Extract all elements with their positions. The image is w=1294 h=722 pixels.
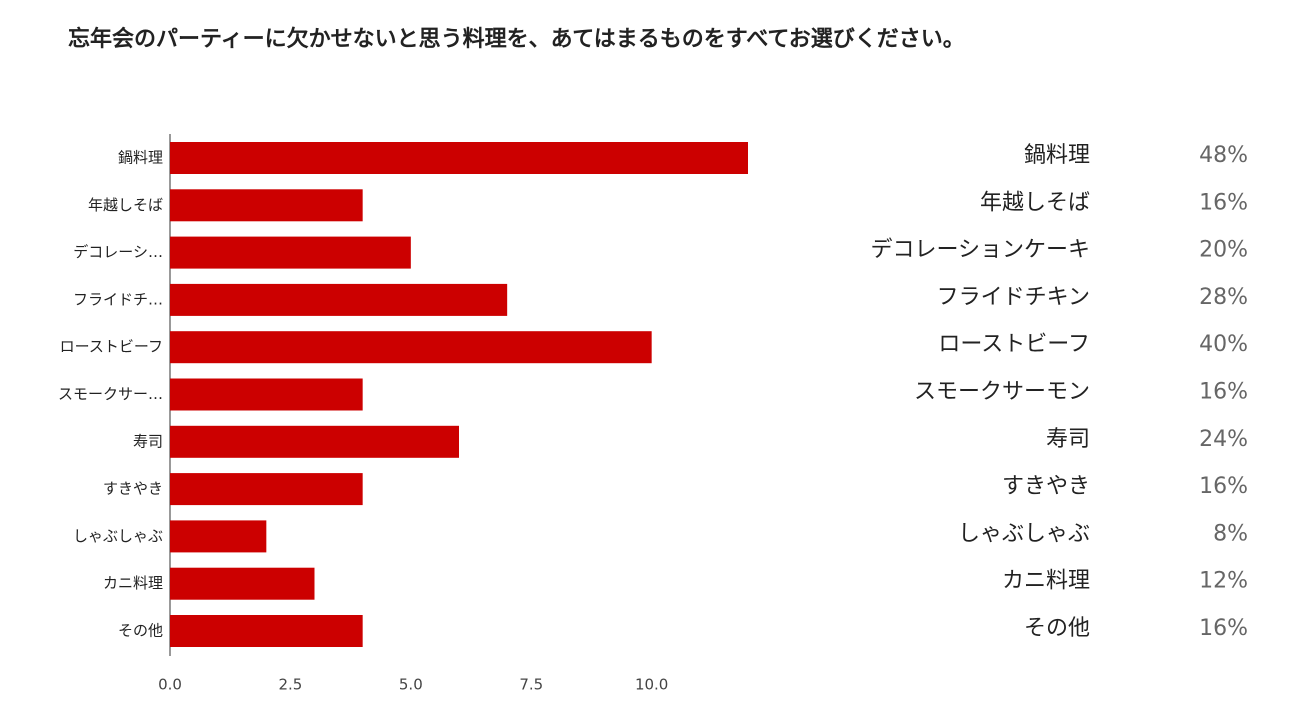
x-tick-label: 10.0 [635, 676, 668, 694]
x-tick-label: 0.0 [158, 676, 182, 694]
table-name: すきやき [1002, 474, 1090, 499]
bar [170, 189, 363, 222]
bar [170, 142, 748, 174]
table-name: ローストビーフ [938, 332, 1090, 357]
table-percent: 24% [1199, 427, 1248, 452]
bar [170, 378, 363, 411]
table-percent: 20% [1199, 238, 1248, 263]
table-percent: 48% [1199, 143, 1248, 168]
table-name: 鍋料理 [1024, 143, 1090, 168]
table-name: デコレーションケーキ [870, 238, 1090, 263]
x-tick-label: 2.5 [278, 676, 302, 694]
table-percent: 8% [1213, 521, 1248, 546]
x-tick-label: 7.5 [519, 676, 543, 694]
y-tick-label: すきやき [103, 480, 163, 498]
bar [170, 615, 363, 647]
table-name: スモークサーモン [914, 380, 1090, 405]
y-tick-label: しゃぶしゃぶ [73, 527, 163, 545]
table-name: カニ料理 [1002, 569, 1090, 594]
y-tick-label: フライドチ… [73, 290, 163, 308]
bar [170, 520, 267, 553]
x-tick-label: 5.0 [399, 676, 423, 694]
table-name: しゃぶしゃぶ [958, 521, 1090, 546]
bar [170, 473, 363, 506]
table-name: フライドチキン [937, 285, 1090, 310]
table-percent: 28% [1199, 285, 1248, 310]
bar [170, 236, 411, 269]
chart-title: 忘年会のパーティーに欠かせないと思う料理を、あてはまるものをすべてお選びください… [68, 26, 965, 52]
table-name: 寿司 [1046, 427, 1090, 452]
y-tick-label: デコレーシ… [73, 243, 163, 261]
bar [170, 283, 508, 316]
table-percent: 16% [1199, 474, 1248, 499]
table-percent: 16% [1199, 380, 1248, 405]
table-percent: 16% [1199, 190, 1248, 215]
table-percent: 40% [1199, 332, 1248, 357]
y-tick-label: 鍋料理 [118, 149, 163, 167]
table-name: その他 [1024, 616, 1090, 641]
table-percent: 12% [1199, 569, 1248, 594]
table-percent: 16% [1199, 616, 1248, 641]
y-tick-label: スモークサー… [58, 385, 163, 403]
y-tick-label: ローストビーフ [60, 338, 163, 356]
bar [170, 567, 315, 600]
y-tick-label: 年越しそば [88, 196, 163, 214]
y-tick-label: カニ料理 [103, 574, 163, 592]
y-tick-label: 寿司 [133, 432, 163, 450]
y-tick-label: その他 [118, 622, 163, 640]
bar [170, 425, 459, 458]
table-name: 年越しそば [980, 190, 1090, 215]
bar [170, 331, 652, 364]
